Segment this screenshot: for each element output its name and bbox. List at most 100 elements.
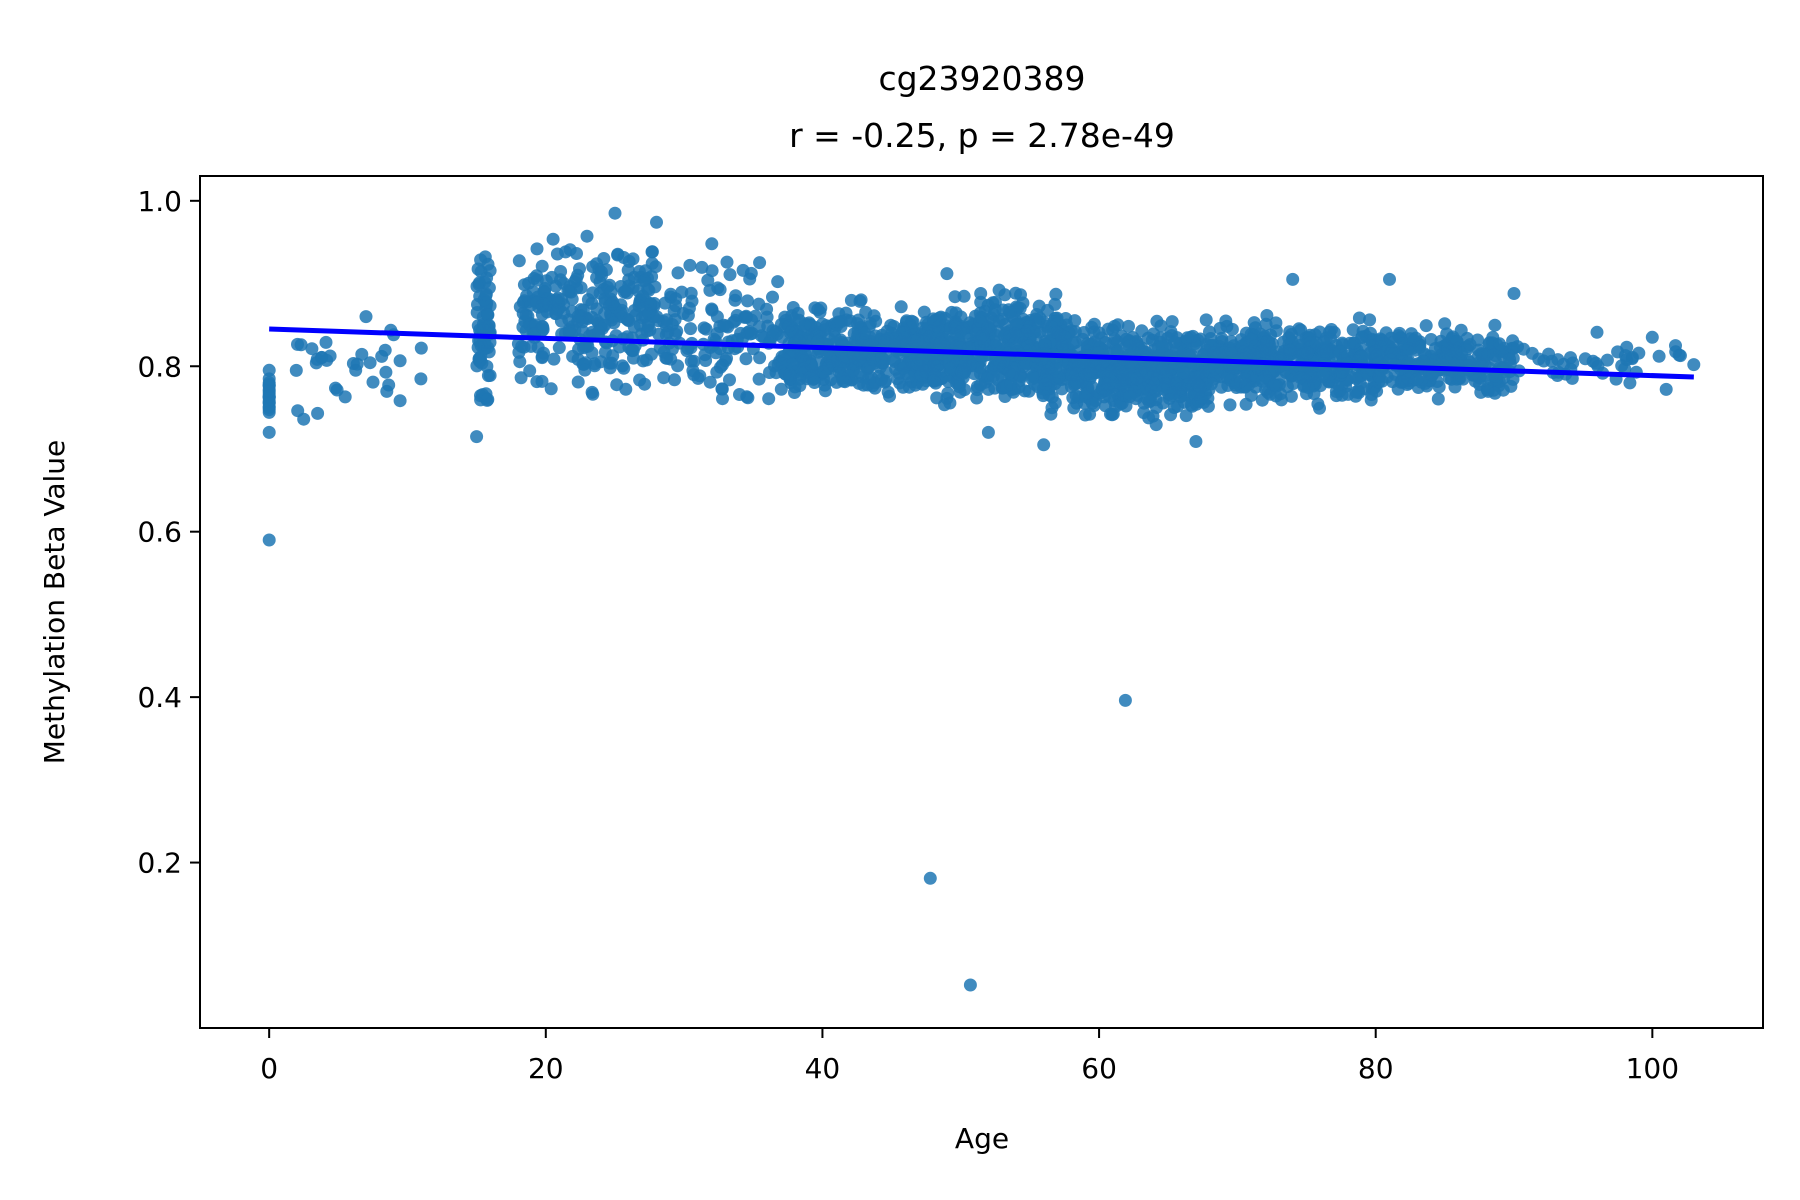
data-point xyxy=(858,326,871,340)
data-point xyxy=(479,287,493,301)
data-point xyxy=(592,325,606,338)
data-point xyxy=(743,327,757,341)
data-point xyxy=(530,296,544,309)
data-point xyxy=(660,313,674,327)
data-point xyxy=(1041,303,1054,317)
data-point xyxy=(1511,340,1524,354)
data-point xyxy=(887,353,901,367)
data-point xyxy=(1144,358,1158,372)
data-point xyxy=(1450,334,1464,348)
data-point xyxy=(1066,391,1080,405)
data-point xyxy=(1659,382,1673,396)
data-point xyxy=(595,269,608,282)
data-point xyxy=(941,336,955,350)
data-point xyxy=(723,373,736,387)
data-point xyxy=(1049,287,1063,301)
data-point xyxy=(943,357,956,370)
data-point xyxy=(1212,347,1226,361)
data-point xyxy=(393,394,407,408)
data-point xyxy=(1108,319,1121,333)
data-point xyxy=(611,248,625,262)
data-point xyxy=(1256,344,1269,358)
data-point xyxy=(906,315,920,329)
data-point xyxy=(713,283,727,297)
x-axis-ticks: 0 20 40 60 80 100 xyxy=(260,1028,1679,1085)
data-point xyxy=(940,267,954,281)
data-point xyxy=(897,331,911,345)
data-point xyxy=(927,374,941,388)
regression-line xyxy=(269,326,1694,380)
data-point xyxy=(1463,338,1477,352)
x-tick-label: 40 xyxy=(805,1052,841,1085)
data-point xyxy=(1178,395,1192,409)
data-point xyxy=(1044,407,1058,421)
data-point xyxy=(1293,371,1307,385)
data-point xyxy=(1224,344,1238,358)
data-point xyxy=(1286,272,1300,286)
data-point xyxy=(517,294,531,308)
data-point xyxy=(782,319,796,333)
data-point xyxy=(752,372,766,386)
data-point xyxy=(762,392,776,406)
data-point xyxy=(1283,325,1297,339)
data-point xyxy=(783,367,797,381)
data-point xyxy=(1038,337,1052,351)
data-point xyxy=(481,308,495,322)
data-point xyxy=(1154,319,1168,333)
data-point xyxy=(1383,272,1396,286)
data-point xyxy=(1269,316,1283,330)
data-point xyxy=(602,356,616,370)
data-point xyxy=(954,325,967,339)
data-point xyxy=(481,257,495,271)
data-point xyxy=(289,363,303,377)
data-point xyxy=(1123,390,1137,404)
data-point xyxy=(1578,352,1592,366)
data-point xyxy=(549,293,563,307)
data-point xyxy=(825,355,839,368)
x-tick-label: 60 xyxy=(1081,1052,1117,1085)
data-point xyxy=(853,294,867,308)
data-point xyxy=(883,389,896,403)
data-point xyxy=(1311,397,1325,411)
data-point xyxy=(665,342,679,356)
data-point xyxy=(1432,380,1446,394)
data-point xyxy=(1317,335,1331,349)
data-point xyxy=(552,341,566,355)
data-point xyxy=(523,364,537,378)
data-point xyxy=(642,283,656,297)
data-point xyxy=(1104,407,1117,421)
data-point xyxy=(625,344,639,358)
data-point xyxy=(1025,372,1039,386)
data-point xyxy=(645,245,659,259)
data-point xyxy=(1589,356,1603,370)
data-point xyxy=(1155,340,1169,354)
data-point xyxy=(1003,305,1017,319)
data-point xyxy=(1191,387,1205,401)
chart-title-line-1: cg23920389 xyxy=(878,59,1085,98)
data-point xyxy=(992,283,1006,297)
data-point xyxy=(578,363,592,377)
data-point xyxy=(1410,373,1424,386)
data-point xyxy=(1137,382,1151,396)
data-point xyxy=(1204,377,1218,391)
data-point xyxy=(1632,346,1646,360)
data-point xyxy=(1392,329,1406,343)
data-point xyxy=(1156,362,1170,376)
data-point xyxy=(687,368,701,382)
data-point xyxy=(682,301,696,315)
data-point xyxy=(703,375,717,389)
data-point xyxy=(1070,376,1084,390)
data-point xyxy=(988,303,1002,317)
data-point xyxy=(1274,393,1288,407)
data-point xyxy=(1503,352,1517,366)
data-point xyxy=(1235,339,1249,353)
data-point xyxy=(578,339,592,353)
data-point xyxy=(1081,337,1095,350)
data-point xyxy=(973,361,987,374)
data-point xyxy=(729,313,742,327)
data-point xyxy=(763,366,776,379)
data-point xyxy=(570,247,583,260)
data-point xyxy=(1307,375,1321,389)
data-point xyxy=(736,263,750,277)
data-point xyxy=(574,281,588,295)
